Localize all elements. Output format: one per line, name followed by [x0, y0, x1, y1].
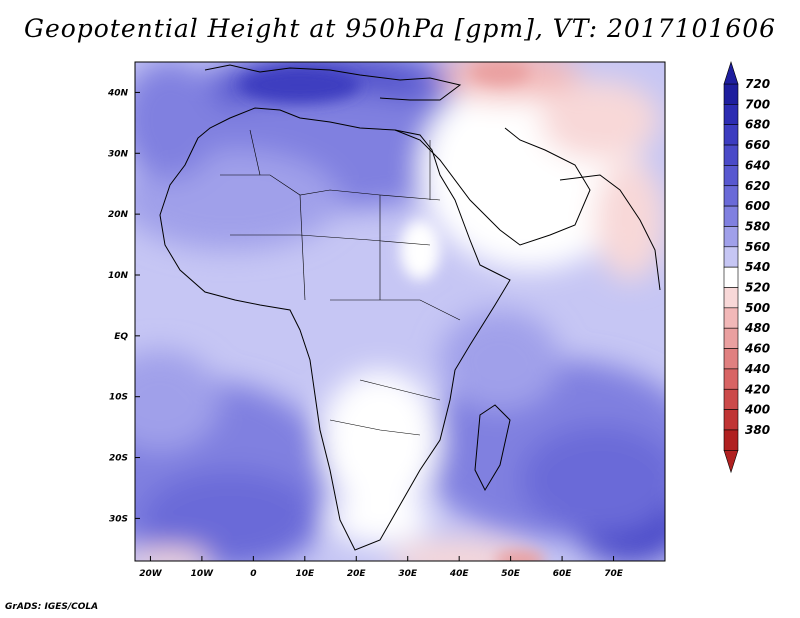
colorbar-swatch	[723, 266, 739, 288]
lat-tick-label: 20N	[108, 210, 129, 220]
lon-tick-label: 50E	[501, 569, 521, 579]
colorbar-min-arrow	[723, 449, 739, 474]
credit-text: GrADS: IGES/COLA	[5, 602, 99, 612]
colorbar-level-label: 460	[744, 342, 770, 356]
lon-tick-label: 30E	[398, 569, 418, 579]
map-title: Geopotential Height at 950hPa [gpm], VT:…	[23, 14, 777, 43]
colorbar-level-label: 440	[744, 362, 770, 376]
colorbar-swatch	[723, 144, 739, 166]
plot-frame	[134, 61, 666, 562]
lat-tick-label: 30S	[109, 514, 128, 524]
colorbar-swatch	[723, 429, 739, 451]
colorbar-swatch	[723, 124, 739, 146]
colorbar-swatch	[723, 165, 739, 187]
lon-ticks: 20W 10W 0 10E 20E 30E 40E 50E 60E 70E	[139, 556, 624, 579]
colorbar-swatch	[723, 327, 739, 349]
colorbar-level-label: 560	[745, 240, 770, 254]
colorbar-swatch	[723, 388, 739, 410]
lon-tick-label: 20E	[347, 569, 367, 579]
colorbar-level-label: 580	[745, 219, 770, 233]
lat-tick-label: EQ	[114, 332, 128, 342]
height-field	[135, 62, 665, 561]
colorbar-swatch	[723, 205, 739, 227]
colorbar-swatch	[723, 348, 739, 370]
lat-tick-label: 30N	[108, 149, 129, 159]
lat-ticks: 40N 30N 20N 10N EQ 10S 20S 30S	[107, 88, 140, 524]
colorbar-max-arrow	[723, 61, 739, 85]
lat-tick-label: 10S	[109, 393, 128, 403]
colorbar-level-label: 620	[745, 179, 770, 193]
colorbar-level-label: 400	[744, 403, 770, 417]
colorbar-level-label: 540	[745, 260, 770, 274]
colorbar-swatch	[723, 287, 739, 309]
lat-tick-label: 40N	[107, 88, 129, 98]
lon-tick-label: 20W	[139, 569, 163, 579]
colorbar-swatch	[723, 409, 739, 431]
colorbar-level-label: 520	[745, 281, 770, 295]
colorbar-level-label: 420	[744, 382, 770, 396]
colorbar-swatch	[723, 246, 739, 268]
colorbar-swatch	[723, 368, 739, 390]
colorbar-level-label: 380	[745, 423, 770, 437]
lon-tick-label: 70E	[604, 569, 624, 579]
lon-tick-label: 10E	[295, 569, 315, 579]
colorbar-level-label: 500	[745, 301, 770, 315]
colorbar-swatch	[723, 307, 739, 329]
colorbar-level-label: 720	[745, 77, 770, 91]
colorbar-level-label: 660	[745, 138, 770, 152]
colorbar-swatch	[723, 185, 739, 207]
colorbar-level-label: 680	[745, 118, 770, 132]
colorbar-level-label: 480	[744, 321, 770, 335]
coastlines	[159, 64, 661, 551]
lat-tick-label: 20S	[109, 454, 128, 464]
colorbar-swatch	[723, 226, 739, 248]
borders	[220, 129, 461, 436]
colorbar-level-label: 600	[745, 199, 770, 213]
colorbar-level-label: 640	[745, 158, 770, 172]
colorbar-swatch	[723, 83, 739, 105]
colorbar: 720 700 680 660 640 620 600 580 560 540 520 500 480 4…	[723, 61, 770, 474]
lon-tick-label: 10W	[191, 569, 215, 579]
colorbar-swatch	[723, 104, 739, 125]
lon-tick-label: 0	[250, 569, 256, 579]
lat-tick-label: 10N	[108, 271, 129, 281]
colorbar-level-label: 700	[745, 97, 770, 111]
lon-tick-label: 40E	[449, 569, 470, 579]
lon-tick-label: 60E	[553, 569, 573, 579]
